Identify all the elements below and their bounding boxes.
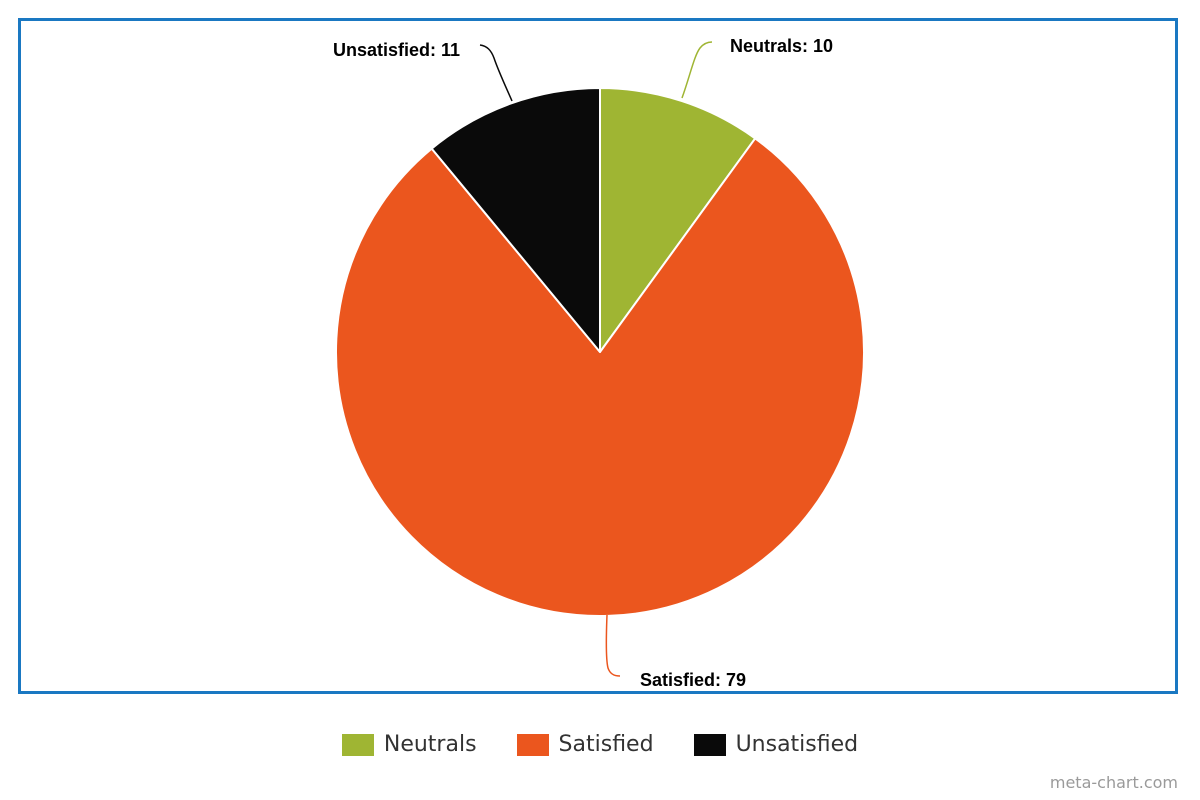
legend-label: Neutrals [383,732,477,757]
data-label-neutrals: Neutrals: 10 [730,36,833,56]
legend-label: Unsatisfied [735,732,859,757]
legend-swatch [341,733,374,756]
pie-chart: Neutrals: 10 Satisfied: 79 Unsatisfied: 11 [333,36,865,690]
pie-slice-unsatisfied[interactable] [430,87,601,353]
legend: Neutrals Satisfied Unsatisfied [0,732,1200,757]
legend-swatch [516,733,549,756]
connector-neutrals [681,41,713,99]
legend-label: Satisfied [558,732,654,757]
connector-satisfied [605,614,621,677]
credit-text: meta-chart.com [1049,773,1178,792]
legend-swatch [693,733,726,756]
chart-frame [18,18,1178,694]
data-label-satisfied: Satisfied: 79 [640,670,746,690]
connector-unsatisfied [479,44,513,102]
pie-slice-neutrals[interactable] [599,87,757,353]
legend-item-neutrals[interactable]: Neutrals [341,732,477,757]
legend-item-satisfied[interactable]: Satisfied [516,732,654,757]
pie-slice-satisfied[interactable] [335,137,865,617]
data-label-unsatisfied: Unsatisfied: 11 [333,40,460,60]
legend-item-unsatisfied[interactable]: Unsatisfied [693,732,859,757]
